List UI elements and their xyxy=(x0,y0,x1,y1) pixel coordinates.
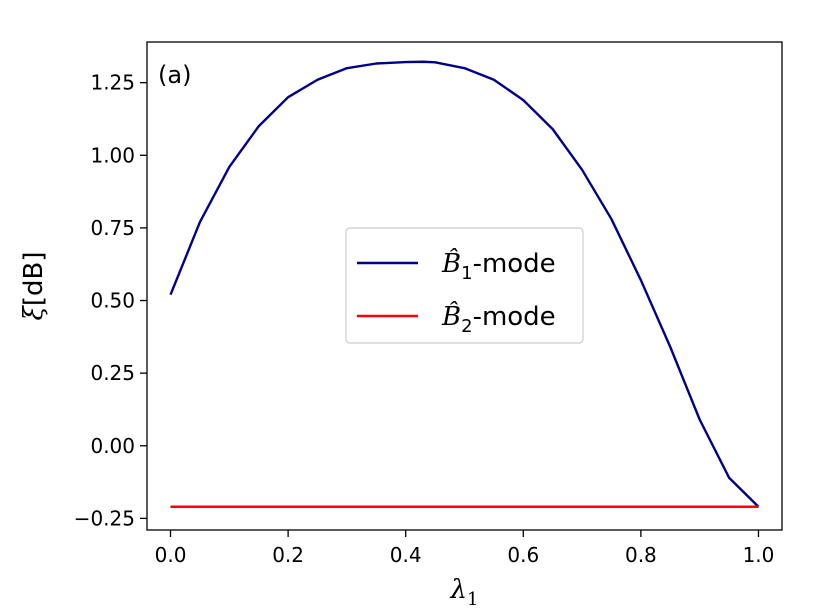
x-tick-label: 0.2 xyxy=(272,543,304,567)
y-tick-label: 0.25 xyxy=(90,361,135,385)
panel-label: (a) xyxy=(158,61,191,89)
series-line-1 xyxy=(169,60,760,508)
series-layer xyxy=(169,60,760,508)
y-tick-label: −0.25 xyxy=(74,506,135,530)
x-tick-label: 0.6 xyxy=(507,543,539,567)
plot-area: 0.0 0.2 0.4 0.6 0.8 1.0 −0.25 0.00 0.25 0.50 0.75… xyxy=(74,41,783,567)
legend: B̂1-mode B̂2-mode xyxy=(345,227,584,344)
legend-box xyxy=(345,227,584,344)
y-tick-label: 1.00 xyxy=(90,143,135,167)
y-axis-label-unit: [dB] xyxy=(19,252,49,307)
y-tick-label: 0.00 xyxy=(90,434,135,458)
x-tick-label: 0.4 xyxy=(390,543,422,567)
y-axis-label: ξ[dB] xyxy=(19,252,49,321)
legend-label-2: B̂2-mode xyxy=(441,301,556,337)
legend-label-1: B̂1-mode xyxy=(441,248,556,284)
y-tick-label: 0.75 xyxy=(90,216,135,240)
x-axis-ticks: 0.0 0.2 0.4 0.6 0.8 1.0 xyxy=(155,530,775,567)
y-axis-label-symbol: ξ xyxy=(19,304,49,320)
axes-frame xyxy=(146,41,783,531)
y-axis-ticks: −0.25 0.00 0.25 0.50 0.75 1.00 1.25 xyxy=(74,71,147,530)
x-axis-label: λ1 xyxy=(450,575,479,610)
x-axis-label-subscript: 1 xyxy=(467,589,478,610)
x-axis-label-symbol: λ xyxy=(450,575,467,605)
y-tick-label: 0.50 xyxy=(90,289,135,313)
x-tick-label: 0.8 xyxy=(625,543,657,567)
x-tick-label: 0.0 xyxy=(155,543,187,567)
y-tick-label: 1.25 xyxy=(90,71,135,95)
x-tick-label: 1.0 xyxy=(743,543,775,567)
